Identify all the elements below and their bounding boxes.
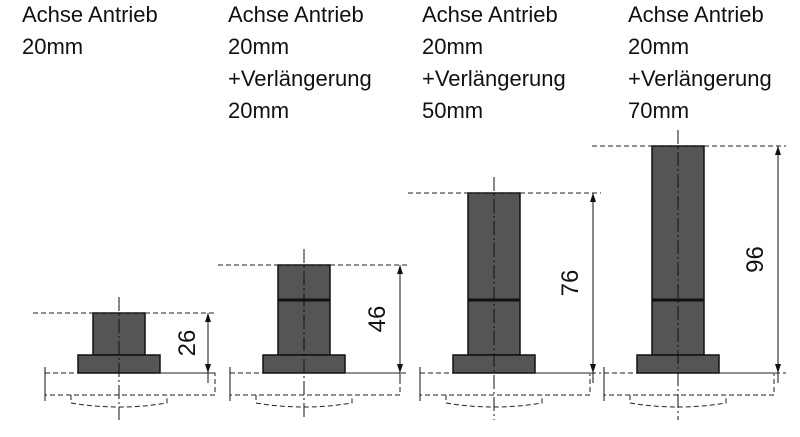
label-line: Achse Antrieb bbox=[22, 2, 158, 27]
label-line: Achse Antrieb bbox=[628, 2, 764, 27]
label-line: 20mm bbox=[628, 34, 689, 59]
label-line: 20mm bbox=[228, 98, 289, 123]
label-line: +Verlängerung bbox=[228, 66, 372, 91]
ground bbox=[45, 372, 216, 396]
label-line: 50mm bbox=[422, 98, 483, 123]
ground bbox=[604, 372, 775, 396]
label-line: 20mm bbox=[228, 34, 289, 59]
label-line: 20mm bbox=[22, 34, 83, 59]
label-line: Achse Antrieb bbox=[228, 2, 364, 27]
dimension-value: 26 bbox=[174, 330, 201, 357]
ground bbox=[420, 372, 591, 396]
label-line: +Verlängerung bbox=[628, 66, 772, 91]
dimension-value: 96 bbox=[742, 246, 769, 273]
ground bbox=[230, 372, 401, 396]
shaft bbox=[92, 312, 146, 356]
label-line: Achse Antrieb bbox=[422, 2, 558, 27]
dimension-value: 46 bbox=[364, 306, 391, 333]
label-line: 20mm bbox=[422, 34, 483, 59]
label-line: 70mm bbox=[628, 98, 689, 123]
label-line: +Verlängerung bbox=[422, 66, 566, 91]
dimension-value: 76 bbox=[557, 270, 584, 297]
